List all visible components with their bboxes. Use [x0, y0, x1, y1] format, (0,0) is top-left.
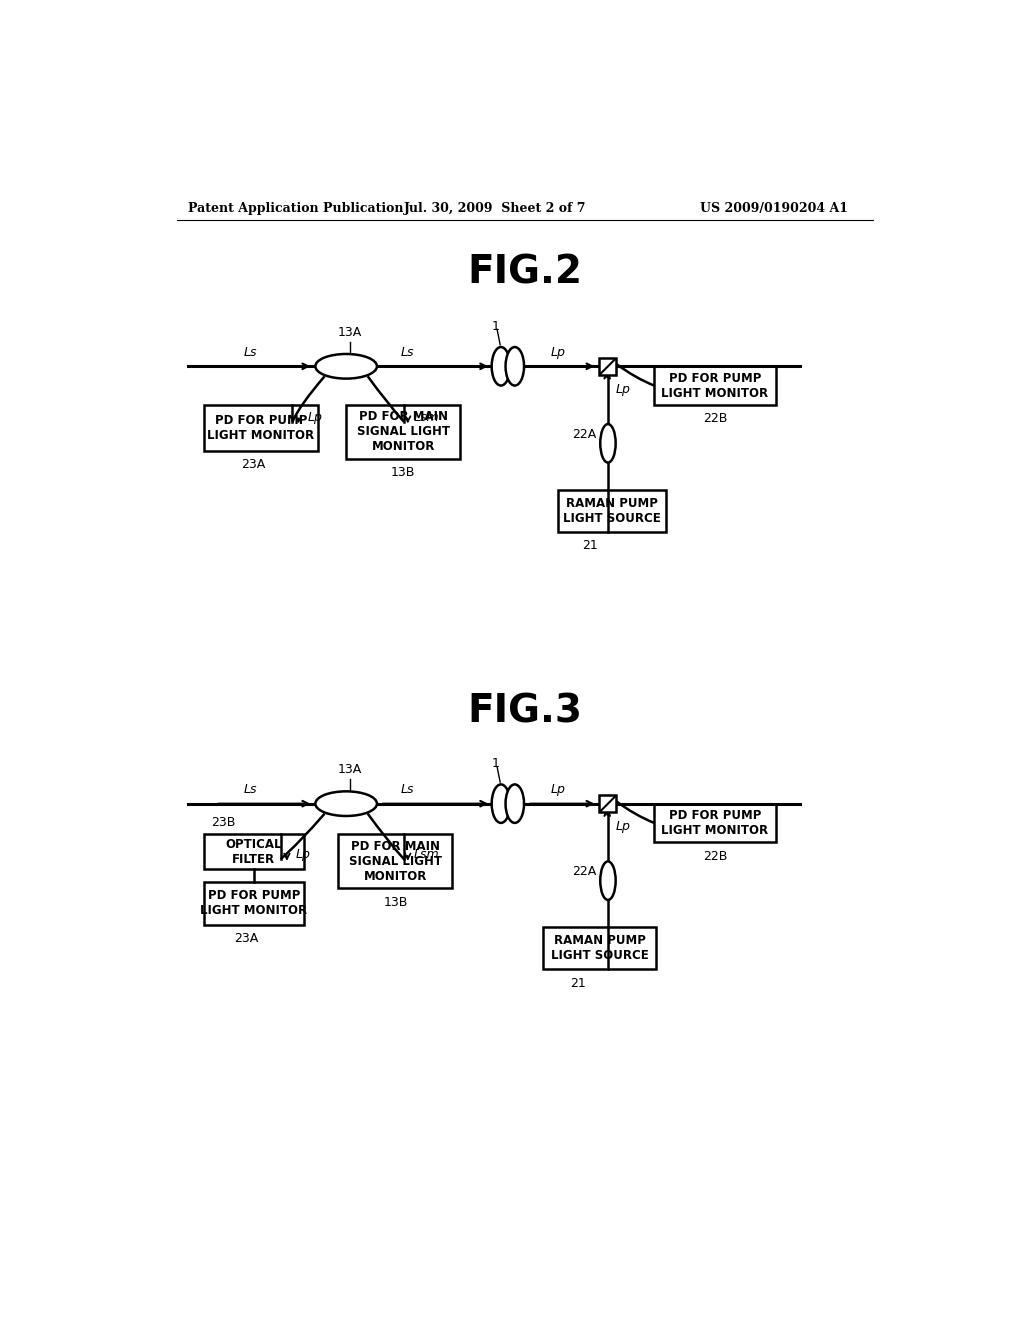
Text: PD FOR PUMP
LIGHT MONITOR: PD FOR PUMP LIGHT MONITOR: [207, 414, 314, 442]
Ellipse shape: [506, 784, 524, 822]
Text: US 2009/0190204 A1: US 2009/0190204 A1: [700, 202, 848, 215]
FancyBboxPatch shape: [654, 804, 776, 842]
Text: 21: 21: [570, 977, 586, 990]
Text: PD FOR PUMP
LIGHT MONITOR: PD FOR PUMP LIGHT MONITOR: [201, 890, 307, 917]
FancyBboxPatch shape: [204, 834, 304, 869]
Text: Lp: Lp: [551, 346, 565, 359]
Ellipse shape: [315, 792, 377, 816]
Ellipse shape: [492, 784, 510, 822]
FancyBboxPatch shape: [204, 882, 304, 924]
Bar: [599, 358, 616, 375]
Text: 23B: 23B: [211, 816, 236, 829]
Text: Ls: Ls: [243, 346, 257, 359]
Text: 13A: 13A: [338, 763, 362, 776]
Text: 13B: 13B: [383, 896, 408, 908]
Text: Lp: Lp: [615, 820, 631, 833]
Text: 23A: 23A: [241, 458, 265, 471]
Text: 13B: 13B: [391, 466, 416, 479]
FancyBboxPatch shape: [339, 834, 453, 888]
Text: 1: 1: [492, 319, 500, 333]
Ellipse shape: [600, 424, 615, 462]
Text: Lsm: Lsm: [414, 847, 439, 861]
FancyBboxPatch shape: [654, 367, 776, 405]
Text: 1: 1: [492, 758, 500, 770]
FancyBboxPatch shape: [346, 405, 460, 459]
FancyBboxPatch shape: [204, 405, 317, 451]
Text: RAMAN PUMP
LIGHT SOURCE: RAMAN PUMP LIGHT SOURCE: [551, 935, 648, 962]
Ellipse shape: [506, 347, 524, 385]
Text: FIG.3: FIG.3: [467, 692, 583, 730]
Text: OPTICAL
FILTER: OPTICAL FILTER: [225, 838, 282, 866]
Text: FIG.2: FIG.2: [467, 253, 583, 292]
Text: Ls: Ls: [243, 783, 257, 796]
Text: 22B: 22B: [702, 850, 727, 862]
Text: PD FOR PUMP
LIGHT MONITOR: PD FOR PUMP LIGHT MONITOR: [662, 371, 769, 400]
Text: Lp: Lp: [551, 783, 565, 796]
Ellipse shape: [315, 354, 377, 379]
Bar: [599, 795, 616, 812]
Text: 22A: 22A: [572, 428, 596, 441]
Text: PD FOR MAIN
SIGNAL LIGHT
MONITOR: PD FOR MAIN SIGNAL LIGHT MONITOR: [349, 840, 442, 883]
Text: Lp: Lp: [615, 383, 631, 396]
Text: 22A: 22A: [572, 865, 596, 878]
Text: RAMAN PUMP
LIGHT SOURCE: RAMAN PUMP LIGHT SOURCE: [563, 496, 660, 524]
Text: Lp: Lp: [296, 847, 311, 861]
Text: Patent Application Publication: Patent Application Publication: [188, 202, 403, 215]
Text: PD FOR MAIN
SIGNAL LIGHT
MONITOR: PD FOR MAIN SIGNAL LIGHT MONITOR: [356, 411, 450, 453]
Text: Lp: Lp: [307, 411, 323, 424]
Ellipse shape: [492, 347, 510, 385]
Ellipse shape: [600, 862, 615, 900]
Text: Ls: Ls: [401, 346, 415, 359]
Text: 13A: 13A: [338, 326, 362, 339]
Text: PD FOR PUMP
LIGHT MONITOR: PD FOR PUMP LIGHT MONITOR: [662, 809, 769, 837]
Text: Lsm: Lsm: [414, 411, 439, 424]
Text: 21: 21: [583, 539, 598, 552]
Text: 23A: 23A: [233, 932, 258, 945]
FancyBboxPatch shape: [558, 490, 666, 532]
FancyBboxPatch shape: [543, 927, 656, 969]
Text: Ls: Ls: [401, 783, 415, 796]
Text: 22B: 22B: [702, 412, 727, 425]
Text: Jul. 30, 2009  Sheet 2 of 7: Jul. 30, 2009 Sheet 2 of 7: [403, 202, 587, 215]
